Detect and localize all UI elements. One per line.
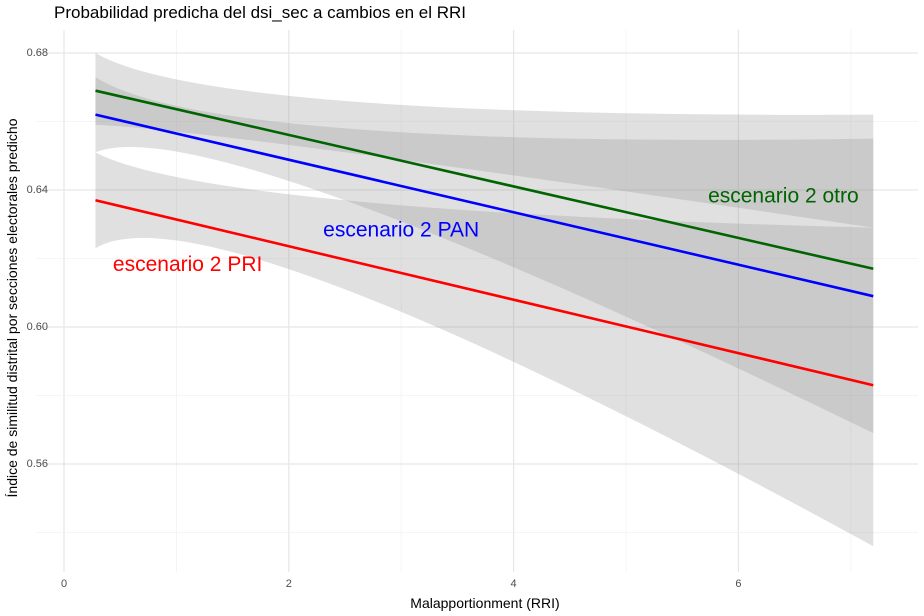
confidence-band-1 [95,76,874,434]
x-axis-ticks: 0 2 4 6 [61,578,742,590]
series-line-1 [95,113,874,298]
x-tick-label: 6 [735,578,741,590]
x-tick-label: 2 [286,578,292,590]
y-tick-label: 0.60 [27,321,48,333]
x-axis-label: Malapportionment (RRI) [410,595,559,611]
series-annotation-1: escenario 2 PAN [323,219,479,242]
y-axis-label: Índice de similitud distrital por seccio… [4,118,20,497]
series-annotations: escenario 2 otro escenario 2 PAN escenario… [113,184,859,276]
confidence-bands [95,53,874,547]
y-tick-label: 0.68 [27,47,48,59]
x-tick-label: 4 [511,578,517,590]
series-annotation-2: escenario 2 PRI [113,253,262,276]
y-tick-label: 0.64 [27,184,48,196]
grid [36,30,918,572]
y-axis-ticks: 0.56 0.60 0.64 0.68 [27,47,48,470]
series-annotation-0: escenario 2 otro [708,184,859,207]
series-lines [95,89,874,387]
chart-title: Probabilidad predicha del dsi_sec a camb… [54,3,466,22]
series-line-2 [95,199,874,387]
y-tick-label: 0.56 [27,458,48,470]
confidence-band-0 [95,53,874,228]
series-line-0 [95,89,874,271]
x-tick-label: 0 [61,578,67,590]
